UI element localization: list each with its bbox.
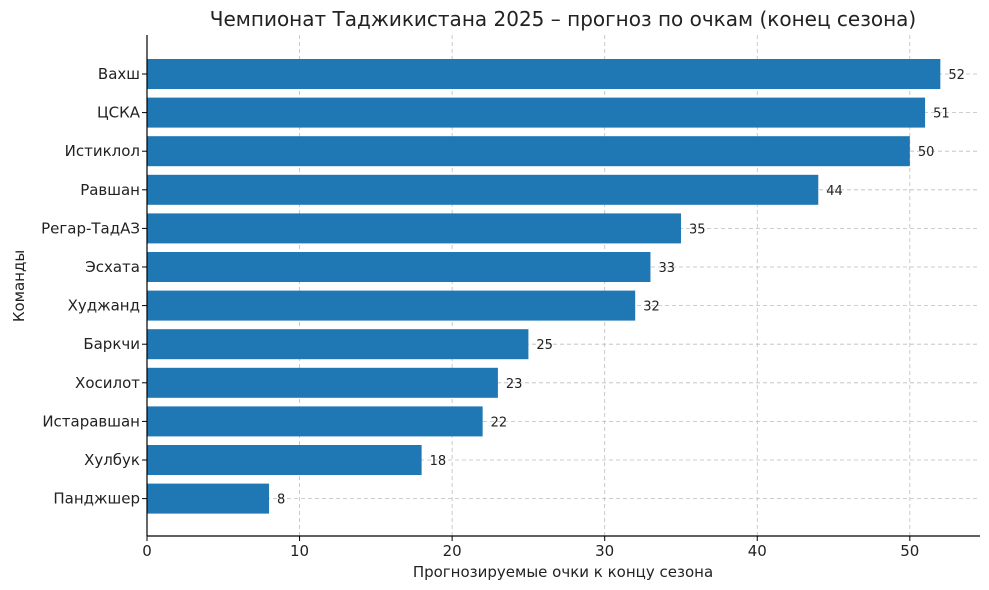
category-label: Худжанд — [68, 297, 140, 315]
x-tick-label: 0 — [142, 542, 152, 560]
bar — [147, 59, 941, 89]
y-axis-label: Команды — [10, 250, 28, 322]
bar — [147, 483, 270, 514]
x-tick-label: 10 — [290, 542, 309, 560]
bar — [147, 445, 422, 475]
bar — [147, 329, 529, 360]
data-label: 32 — [643, 300, 660, 315]
x-tick-label: 40 — [748, 542, 767, 560]
data-label: 23 — [506, 377, 523, 392]
bar — [147, 213, 681, 244]
category-label: Регар-ТадАЗ — [41, 219, 140, 237]
x-tick-label: 30 — [595, 542, 614, 560]
category-label: Хосилот — [75, 374, 140, 392]
data-label: 50 — [918, 145, 935, 160]
category-label: Истиклол — [65, 142, 140, 160]
bar — [147, 367, 498, 398]
bar — [147, 136, 910, 167]
category-label: Хулбук — [84, 451, 140, 469]
category-label: Вахш — [98, 65, 140, 83]
data-label: 51 — [933, 107, 950, 122]
x-ticks-layer: 0 10 20 30 40 50 — [142, 73, 919, 560]
x-tick-label: 50 — [900, 542, 919, 560]
category-label: Равшан — [80, 181, 140, 199]
data-labels-layer: 52 51 50 44 35 33 32 25 23 22 18 8 — [277, 68, 965, 508]
category-label: ЦСКА — [97, 104, 141, 122]
category-label: Истаравшан — [42, 412, 140, 430]
bar — [147, 97, 926, 128]
chart-title: Чемпионат Таджикистана 2025 – прогноз по… — [210, 7, 916, 31]
data-label: 25 — [536, 338, 553, 353]
category-labels-layer: Вахш ЦСКА Истиклол Равшан Регар-ТадАЗ Эсхата Х… — [41, 65, 141, 508]
data-label: 22 — [491, 415, 508, 430]
data-label: 44 — [826, 184, 843, 199]
data-label: 35 — [689, 222, 706, 237]
data-label: 52 — [948, 68, 965, 83]
bars-layer — [147, 59, 941, 514]
x-axis-label: Прогнозируемые очки к концу сезона — [413, 563, 713, 581]
bar — [147, 174, 819, 205]
data-label: 33 — [658, 261, 675, 276]
category-label: Баркчи — [83, 335, 140, 353]
category-label: Панджшер — [53, 490, 140, 508]
bar — [147, 290, 636, 321]
data-label: 8 — [277, 493, 285, 508]
category-label: Эсхата — [85, 258, 140, 276]
x-tick-label: 20 — [443, 542, 462, 560]
data-label: 18 — [430, 454, 447, 469]
bar — [147, 252, 651, 282]
bar — [147, 406, 483, 437]
